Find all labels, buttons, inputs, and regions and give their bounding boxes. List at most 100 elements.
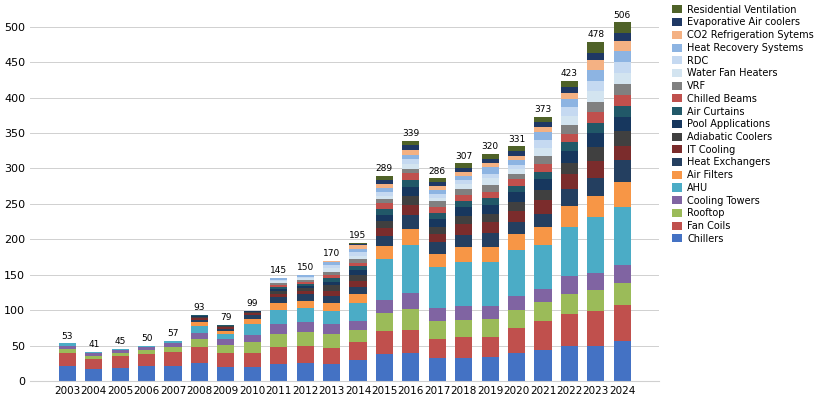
Bar — [217, 329, 234, 330]
Bar — [507, 146, 524, 151]
Bar — [560, 142, 577, 151]
Bar — [349, 249, 366, 252]
Bar — [428, 190, 446, 194]
Bar — [402, 164, 419, 168]
Bar — [375, 246, 392, 259]
Bar — [586, 53, 604, 60]
Bar — [507, 328, 524, 353]
Bar — [269, 303, 287, 310]
Text: 53: 53 — [61, 332, 73, 340]
Bar — [586, 70, 604, 81]
Bar — [481, 357, 498, 381]
Bar — [560, 93, 577, 99]
Text: 286: 286 — [428, 166, 446, 176]
Bar — [191, 320, 208, 322]
Bar — [191, 347, 208, 363]
Bar — [534, 172, 551, 180]
Bar — [402, 330, 419, 353]
Bar — [455, 320, 472, 337]
Bar — [428, 198, 446, 202]
Bar — [534, 117, 551, 122]
Bar — [560, 81, 577, 87]
Bar — [191, 339, 208, 347]
Bar — [481, 319, 498, 337]
Bar — [59, 366, 76, 381]
Text: 478: 478 — [586, 30, 604, 40]
Bar — [375, 313, 392, 331]
Bar — [165, 366, 181, 381]
Bar — [586, 147, 604, 161]
Bar — [560, 174, 577, 189]
Bar — [402, 159, 419, 164]
Bar — [455, 207, 472, 216]
Bar — [191, 363, 208, 381]
Bar — [165, 343, 181, 346]
Text: 331: 331 — [507, 135, 524, 144]
Bar — [534, 289, 551, 302]
Bar — [534, 302, 551, 321]
Bar — [349, 330, 366, 342]
Bar — [375, 184, 392, 188]
Bar — [507, 151, 524, 156]
Bar — [323, 311, 340, 324]
Bar — [586, 290, 604, 311]
Bar — [534, 164, 551, 172]
Bar — [375, 176, 392, 180]
Bar — [481, 234, 498, 247]
Bar — [428, 254, 446, 267]
Text: 145: 145 — [269, 266, 287, 276]
Bar — [481, 185, 498, 192]
Bar — [428, 207, 446, 213]
Bar — [402, 196, 419, 206]
Bar — [534, 132, 551, 140]
Bar — [323, 296, 340, 303]
Bar — [402, 215, 419, 228]
Bar — [560, 314, 577, 346]
Bar — [534, 245, 551, 289]
Bar — [243, 367, 260, 381]
Bar — [455, 337, 472, 358]
Bar — [507, 353, 524, 381]
Bar — [455, 168, 472, 172]
Bar — [534, 350, 551, 381]
Bar — [613, 62, 630, 73]
Bar — [191, 316, 208, 317]
Bar — [455, 176, 472, 180]
Bar — [402, 146, 419, 150]
Bar — [375, 199, 392, 203]
Bar — [59, 352, 76, 366]
Bar — [85, 359, 102, 369]
Bar — [586, 346, 604, 381]
Bar — [613, 182, 630, 207]
Bar — [243, 311, 260, 312]
Bar — [375, 203, 392, 209]
Bar — [613, 52, 630, 62]
Bar — [428, 182, 446, 186]
Bar — [560, 134, 577, 142]
Bar — [613, 95, 630, 106]
Bar — [428, 308, 446, 321]
Bar — [481, 168, 498, 174]
Legend: Residential Ventilation, Evaporative Air coolers, CO2 Refrigeration Sytems, Heat: Residential Ventilation, Evaporative Air… — [670, 3, 815, 246]
Bar — [323, 265, 340, 268]
Bar — [191, 315, 208, 316]
Bar — [349, 244, 366, 245]
Bar — [323, 348, 340, 364]
Bar — [534, 127, 551, 132]
Bar — [534, 214, 551, 226]
Bar — [455, 224, 472, 234]
Bar — [507, 250, 524, 296]
Bar — [269, 310, 287, 324]
Bar — [111, 356, 129, 368]
Bar — [269, 294, 287, 297]
Bar — [323, 278, 340, 282]
Bar — [269, 291, 287, 294]
Bar — [323, 291, 340, 296]
Bar — [323, 275, 340, 278]
Bar — [613, 160, 630, 182]
Bar — [560, 99, 577, 108]
Bar — [428, 338, 446, 358]
Bar — [59, 346, 76, 349]
Bar — [481, 192, 498, 198]
Bar — [613, 131, 630, 146]
